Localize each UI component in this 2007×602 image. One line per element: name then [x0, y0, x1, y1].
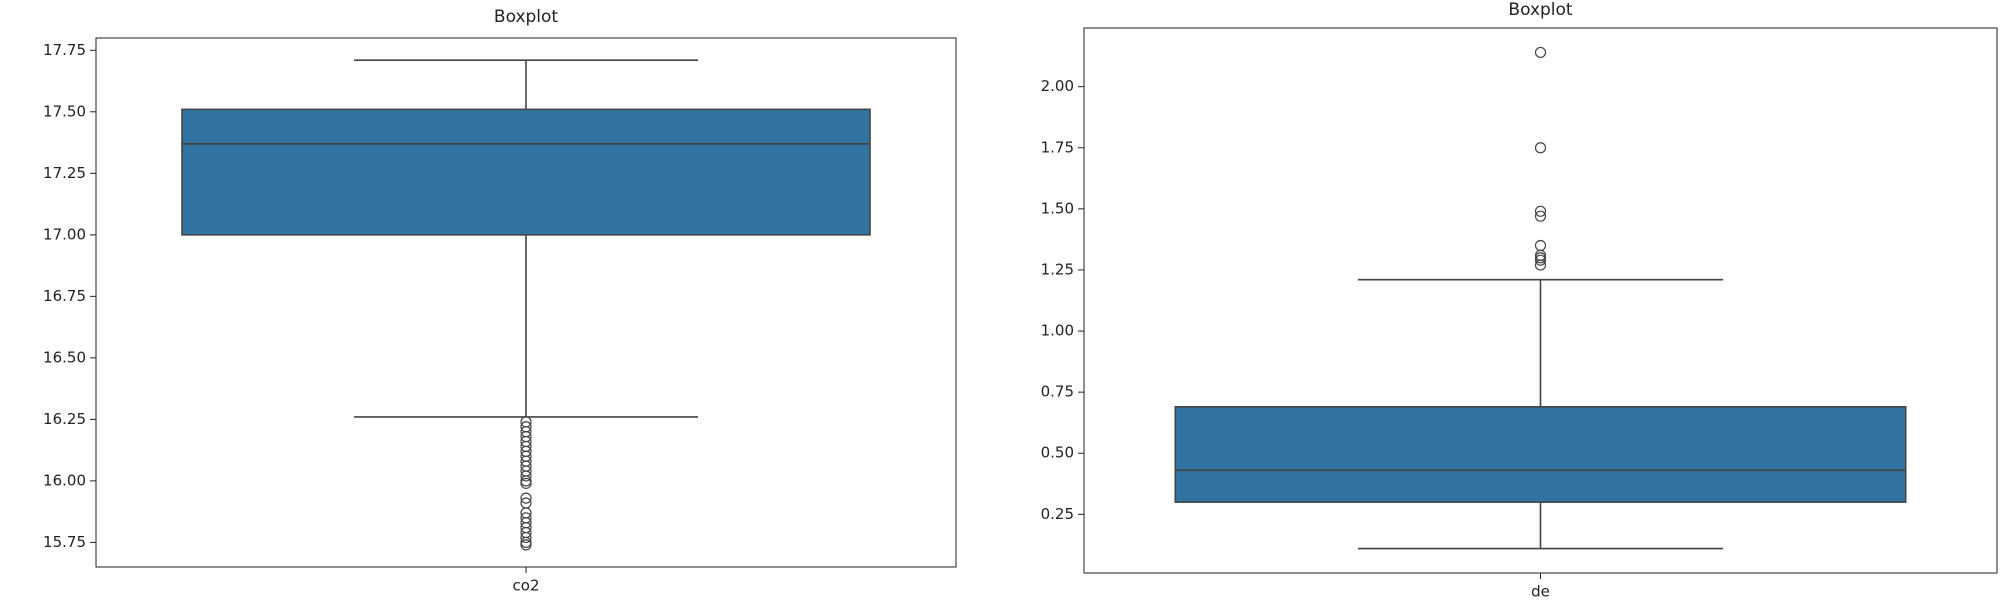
y-tick-label: 1.25 [1041, 260, 1074, 278]
outlier [520, 477, 532, 489]
box [181, 108, 871, 236]
y-tick-label: 17.50 [43, 102, 86, 120]
y-tick-label: 1.75 [1041, 138, 1074, 156]
y-tick-label: 1.50 [1041, 199, 1074, 217]
outlier [1534, 254, 1547, 266]
y-tick-label: 0.25 [1041, 505, 1074, 523]
box [1174, 406, 1907, 503]
axes-frame [1083, 27, 1998, 574]
outlier [1534, 205, 1547, 217]
y-tick-label: 16.50 [43, 348, 86, 366]
axes-frame [95, 37, 957, 568]
y-tick-label: 17.75 [43, 41, 86, 59]
outlier [520, 470, 532, 482]
outlier [1534, 239, 1547, 252]
outlier [1534, 46, 1547, 59]
chart-title: Boxplot [1508, 0, 1573, 20]
chart-title: Boxplot [494, 7, 559, 27]
y-tick-label: 2.00 [1041, 77, 1074, 95]
y-tick-label: 17.25 [43, 164, 86, 182]
outlier [1534, 259, 1547, 271]
y-tick-label: 16.75 [43, 287, 86, 305]
outlier [1534, 142, 1547, 154]
x-tick-label: de [1531, 583, 1550, 601]
y-tick-label: 17.00 [43, 225, 86, 243]
x-tick-label: co2 [513, 577, 540, 595]
outlier [520, 531, 532, 544]
y-tick-label: 16.00 [43, 471, 86, 489]
y-tick-label: 0.75 [1041, 383, 1074, 401]
y-tick-label: 1.00 [1041, 322, 1074, 340]
y-tick-label: 15.75 [43, 533, 86, 551]
y-tick-label: 16.25 [43, 410, 86, 428]
outlier [520, 492, 532, 504]
outlier [520, 539, 532, 551]
outlier [1534, 210, 1547, 222]
y-tick-label: 0.50 [1041, 444, 1074, 462]
